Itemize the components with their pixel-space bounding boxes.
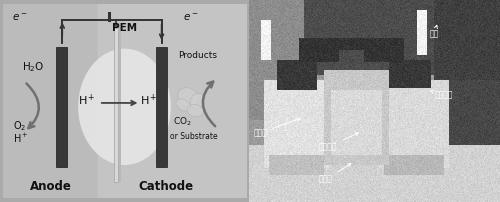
- Bar: [154, 6, 244, 196]
- Bar: [156, 47, 167, 167]
- Text: $e^-$: $e^-$: [12, 12, 28, 23]
- Text: H$^+$: H$^+$: [14, 132, 29, 145]
- Bar: [56, 47, 67, 167]
- Text: 对电极: 对电极: [254, 118, 300, 137]
- Ellipse shape: [78, 49, 171, 165]
- FancyBboxPatch shape: [0, 0, 98, 202]
- Text: Cathode: Cathode: [138, 180, 194, 193]
- Text: Products: Products: [178, 51, 217, 60]
- Text: PEM: PEM: [112, 23, 137, 33]
- Text: O$_2$: O$_2$: [14, 119, 27, 133]
- Text: or Substrate: or Substrate: [170, 132, 218, 141]
- Ellipse shape: [190, 93, 205, 109]
- Text: 工作电极: 工作电极: [319, 133, 358, 152]
- FancyBboxPatch shape: [0, 0, 256, 202]
- Bar: [114, 23, 118, 182]
- Text: H$^+$: H$^+$: [140, 93, 158, 108]
- Ellipse shape: [178, 88, 198, 107]
- Ellipse shape: [176, 99, 190, 111]
- Ellipse shape: [187, 105, 204, 117]
- Text: $e^-$: $e^-$: [182, 12, 198, 23]
- Text: H$^+$: H$^+$: [78, 93, 96, 108]
- Text: 参比电极: 参比电极: [430, 90, 453, 99]
- Text: Anode: Anode: [30, 180, 72, 193]
- Bar: [119, 23, 120, 182]
- Text: CO$_2$: CO$_2$: [174, 115, 192, 128]
- Text: 质子板: 质子板: [319, 164, 351, 184]
- Text: 氮气: 氮气: [430, 25, 439, 38]
- Text: H$_2$O: H$_2$O: [22, 60, 44, 74]
